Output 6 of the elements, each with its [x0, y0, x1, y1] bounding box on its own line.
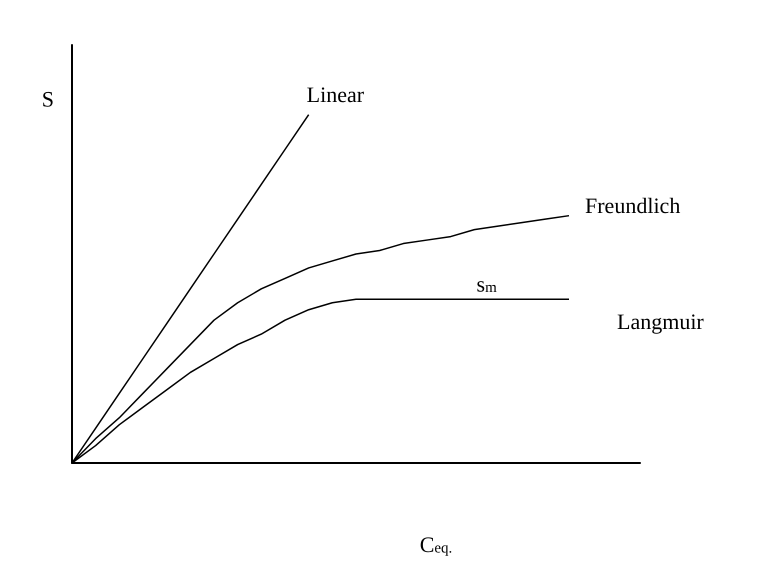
series-label: Linear [306, 82, 365, 108]
text: Langmuir [617, 308, 704, 334]
series-label: Freundlich [585, 193, 680, 218]
y-axis-title: S [42, 86, 54, 112]
x-axis-title: Ceq. [420, 532, 452, 557]
annotation: sm [476, 271, 498, 296]
